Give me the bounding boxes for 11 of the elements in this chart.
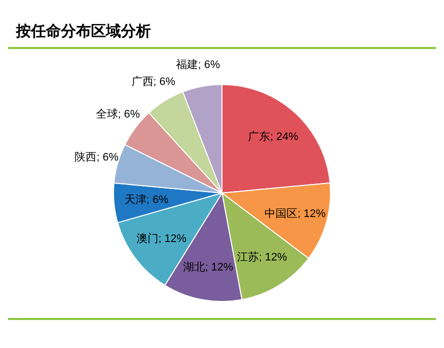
- slice-label: 全球; 6%: [96, 107, 140, 120]
- slice-label: 澳门; 12%: [136, 232, 187, 245]
- slice-label: 广东; 24%: [248, 130, 298, 143]
- slice-label: 广西; 6%: [131, 75, 176, 88]
- slice-label: 天津; 6%: [124, 193, 169, 206]
- slice-label: 湖北; 12%: [182, 260, 234, 274]
- chart-title: 按任命分布区域分析: [16, 22, 151, 41]
- slice-label: 福建; 6%: [176, 58, 220, 71]
- slice-label: 陕西; 6%: [74, 151, 119, 164]
- slice-label: 江苏; 12%: [236, 250, 288, 264]
- slice-label: 中国区; 12%: [264, 206, 326, 220]
